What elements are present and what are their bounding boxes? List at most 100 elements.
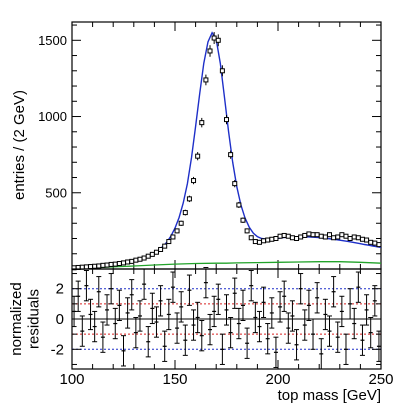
residual-point [116, 289, 122, 322]
data-point-marker [261, 238, 267, 244]
main-y-axis-title: entries / (2 GeV) [11, 90, 28, 200]
data-point-marker [149, 251, 155, 257]
residual-point [306, 289, 312, 322]
data-point [252, 239, 258, 245]
data-point-marker [219, 68, 225, 74]
x-tick-label: 150 [162, 371, 187, 388]
residuals-y-title-word: normalized [8, 282, 25, 355]
data-point [322, 234, 328, 240]
data-point [310, 232, 316, 238]
residual-point [170, 271, 176, 303]
data-point-marker [83, 264, 89, 270]
residual-points-layer [71, 266, 382, 370]
residual-point [203, 266, 209, 299]
background-histogram-line [71, 261, 382, 270]
data-point-marker [232, 181, 238, 187]
x-tick-label: 250 [368, 371, 393, 388]
residual-point [248, 270, 254, 302]
data-point-marker [141, 255, 147, 261]
data-point [199, 117, 205, 128]
data-point [285, 233, 291, 239]
residuals-panel: -2 0 2 100 150 200 250 normalizedresiduals top… [8, 266, 394, 404]
data-point-marker [302, 232, 308, 238]
data-point-marker [129, 258, 135, 264]
residual-point [141, 268, 147, 300]
data-point-marker [273, 236, 279, 242]
residual-y-tick-label: 2 [56, 281, 64, 298]
data-point-marker [186, 196, 192, 202]
data-point-marker [224, 117, 229, 123]
data-point-marker [310, 232, 316, 238]
data-point-marker [211, 35, 217, 41]
data-point [339, 232, 345, 238]
data-point [182, 209, 188, 216]
data-point [162, 243, 168, 249]
data-point [112, 261, 118, 267]
data-point-marker [294, 236, 300, 242]
residual-point [281, 280, 287, 312]
residual-point [327, 315, 332, 347]
residual-point [240, 289, 246, 322]
data-point-marker [191, 178, 197, 184]
residual-point [158, 285, 164, 317]
data-point-marker [100, 262, 106, 268]
residual-point [137, 300, 143, 332]
data-point-marker [355, 235, 361, 241]
data-point [149, 251, 155, 257]
residual-point [96, 276, 102, 308]
data-point [355, 235, 361, 241]
data-point [256, 239, 262, 245]
data-point-marker [174, 228, 180, 234]
data-point [219, 65, 225, 77]
residual-point [224, 294, 229, 326]
data-point-marker [125, 259, 131, 265]
background-histogram-layer [71, 261, 382, 270]
residual-point [211, 295, 217, 328]
data-point-marker [298, 234, 304, 240]
data-point-marker [372, 240, 378, 246]
data-point [343, 233, 349, 239]
residual-point [347, 288, 353, 320]
data-point-marker [166, 239, 172, 245]
residual-point [261, 286, 267, 318]
data-point [145, 253, 151, 259]
residual-point [273, 336, 279, 368]
x-tick-label: 200 [265, 371, 290, 388]
data-point-marker [162, 243, 168, 249]
data-point [364, 237, 370, 243]
data-point [331, 235, 337, 241]
data-point-marker [133, 257, 139, 263]
data-point-marker [351, 234, 357, 240]
data-point [100, 262, 106, 268]
data-point [244, 228, 250, 234]
data-point [327, 232, 332, 238]
data-point-marker [244, 228, 250, 234]
data-point-marker [256, 239, 262, 245]
residual-point [289, 300, 295, 332]
residual-point [331, 276, 337, 308]
data-point [269, 236, 275, 242]
data-point-marker [364, 237, 370, 243]
data-point [376, 242, 382, 248]
data-point [121, 260, 126, 266]
residual-point [182, 324, 188, 356]
data-point-marker [368, 239, 374, 245]
residual-point [207, 313, 213, 346]
residual-point [71, 295, 77, 328]
data-point [318, 233, 324, 239]
main-plot-frame [71, 21, 382, 270]
residual-point [178, 291, 184, 323]
x-axis-title: top mass [GeV] [278, 387, 381, 404]
residuals-y-title-word: residuals [25, 289, 42, 349]
data-point [368, 239, 374, 245]
data-point [273, 236, 279, 242]
data-point [359, 236, 365, 242]
data-point [186, 195, 192, 203]
data-point-marker [195, 153, 201, 159]
residual-point [75, 280, 81, 312]
data-point-marker [228, 152, 234, 158]
residual-point [339, 295, 345, 328]
data-point-marker [158, 246, 164, 252]
residual-point [285, 312, 291, 344]
data-point [116, 261, 122, 267]
